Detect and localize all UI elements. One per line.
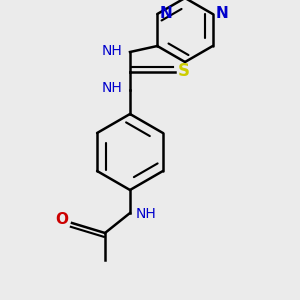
Text: O: O [56, 212, 68, 227]
Text: NH: NH [102, 44, 122, 58]
Text: N: N [215, 5, 228, 20]
Text: NH: NH [136, 207, 156, 221]
Text: S: S [178, 62, 190, 80]
Text: NH: NH [102, 81, 122, 95]
Text: N: N [160, 7, 173, 22]
